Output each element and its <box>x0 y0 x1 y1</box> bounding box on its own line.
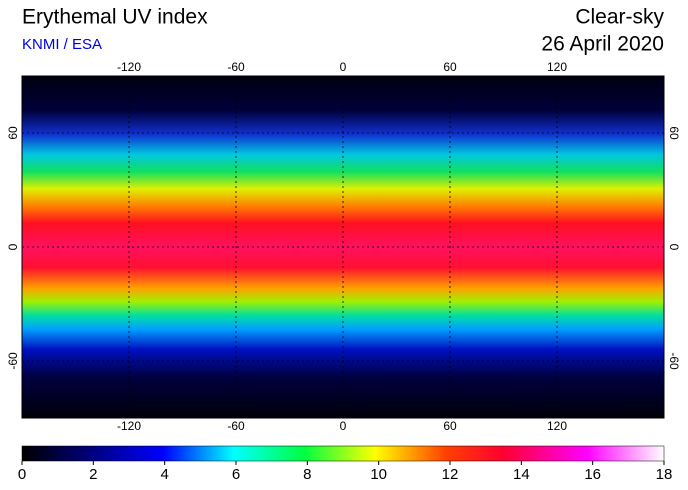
colorbar <box>21 445 665 462</box>
colorbar-tick-label: 10 <box>370 466 387 483</box>
lat-tick-label: 60 <box>6 126 20 140</box>
date: 26 April 2020 <box>541 33 664 56</box>
lon-tick-label: -60 <box>227 419 245 433</box>
condition: Clear-sky <box>575 6 664 29</box>
lon-tick-label: -120 <box>117 60 141 74</box>
lat-tick-label: 0 <box>6 243 20 250</box>
lon-tick-label: -60 <box>227 60 245 74</box>
colorbar-tick-label: 6 <box>232 466 240 483</box>
lon-tick-label: 60 <box>443 60 457 74</box>
colorbar-tick-label: 14 <box>513 466 530 483</box>
colorbar-tick-label: 8 <box>303 466 311 483</box>
credit: KNMI / ESA <box>22 36 102 53</box>
colorbar-tick-label: 12 <box>442 466 459 483</box>
lon-tick-label: 120 <box>547 419 567 433</box>
colorbar-tick-label: 0 <box>18 466 26 483</box>
lon-tick-label: 120 <box>547 60 567 74</box>
title: Erythemal UV index <box>22 6 208 29</box>
lat-tick-label: -60 <box>667 352 681 370</box>
lon-tick-label: -120 <box>117 419 141 433</box>
lon-tick-label: 60 <box>443 419 457 433</box>
lat-tick-label: 60 <box>667 126 681 140</box>
colorbar-tick-label: 4 <box>160 466 168 483</box>
colorbar-tick-label: 18 <box>656 466 673 483</box>
lat-tick-label: -60 <box>6 352 20 370</box>
colorbar-tick-label: 2 <box>89 466 97 483</box>
lat-tick-label: 0 <box>667 244 681 251</box>
colorbar-tick-label: 16 <box>584 466 601 483</box>
lon-tick-label: 0 <box>340 60 347 74</box>
lon-tick-label: 0 <box>340 419 347 433</box>
